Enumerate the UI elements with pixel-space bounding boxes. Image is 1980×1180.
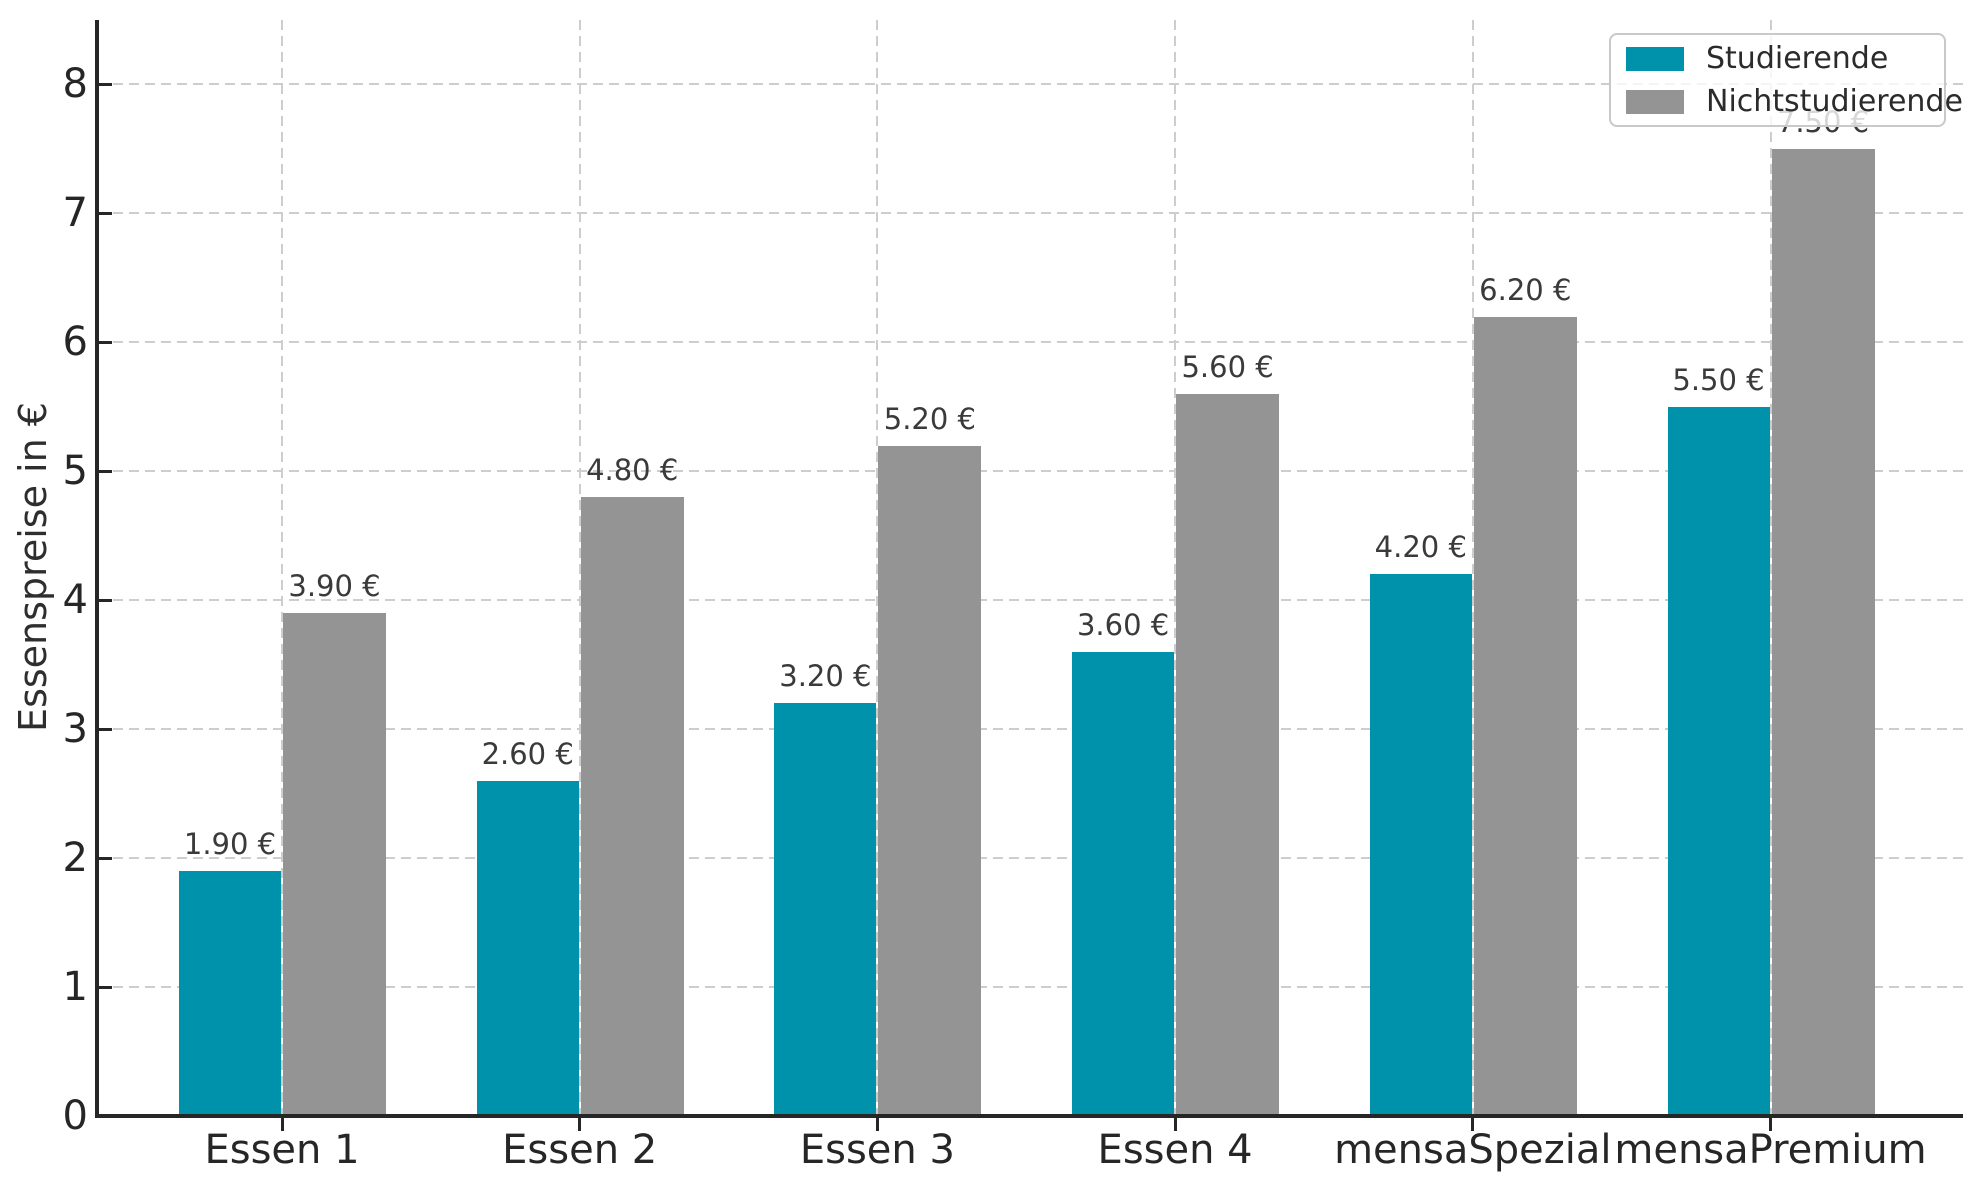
x-tick-essen-4 <box>1173 1118 1177 1131</box>
gridline-y-1 <box>97 986 1963 989</box>
x-tick-label-essen-1: Essen 1 <box>204 1127 360 1173</box>
y-tick-label-0: 0 <box>62 1093 88 1139</box>
bar-nichtstudierende-essen-2 <box>580 497 684 1116</box>
bar-studierende-essen-4 <box>1072 651 1175 1116</box>
y-tick-label-1: 1 <box>62 964 88 1011</box>
bar-nichtstudierende-mensaspezial <box>1473 316 1577 1116</box>
value-label-nichtstudierende-essen-2: 4.80 € <box>586 453 679 488</box>
legend: Studierende Nichtstudierende <box>1609 33 1963 127</box>
value-label-nichtstudierende-essen-1: 3.90 € <box>288 569 381 604</box>
x-tick-label-essen-4: Essen 4 <box>1097 1127 1253 1173</box>
y-tick-2 <box>95 856 112 860</box>
y-axis-spine <box>95 20 99 1118</box>
value-label-nichtstudierende-essen-3: 5.20 € <box>883 401 977 436</box>
y-tick-7 <box>95 211 112 215</box>
y-tick-8 <box>95 82 112 86</box>
x-tick-mensaspezial <box>1471 1118 1475 1131</box>
gridline-y-2 <box>97 857 1963 860</box>
gridline-x-essen-2 <box>578 20 581 1114</box>
gridline-x-essen-4 <box>1174 20 1177 1114</box>
y-tick-label-3: 3 <box>62 706 88 753</box>
x-tick-essen-1 <box>280 1118 284 1131</box>
bar-studierende-mensapremium <box>1667 406 1770 1116</box>
value-label-studierende-essen-2: 2.60 € <box>481 736 574 771</box>
x-tick-label-essen-3: Essen 3 <box>799 1127 955 1173</box>
gridline-x-mensaspezial <box>1471 20 1474 1114</box>
gridline-x-essen-1 <box>281 20 283 1114</box>
value-label-nichtstudierende-mensaspezial: 6.20 € <box>1479 272 1572 307</box>
bar-nichtstudierende-essen-4 <box>1176 393 1280 1116</box>
gridline-y-4 <box>97 599 1963 602</box>
y-tick-5 <box>95 469 112 473</box>
legend-swatch-studierende <box>1626 46 1684 71</box>
value-label-studierende-mensaspezial: 4.20 € <box>1374 530 1467 565</box>
gridline-y-6 <box>97 341 1963 344</box>
bar-nichtstudierende-mensapremium <box>1771 148 1875 1116</box>
gridline-y-3 <box>97 728 1963 731</box>
y-tick-3 <box>95 727 112 731</box>
gridline-y-7 <box>97 212 1963 215</box>
y-tick-label-4: 4 <box>62 577 88 624</box>
y-tick-label-2: 2 <box>62 835 88 882</box>
x-tick-mensapremium <box>1769 1118 1772 1131</box>
x-tick-essen-3 <box>875 1118 879 1131</box>
x-tick-label-essen-2: Essen 2 <box>502 1127 658 1173</box>
gridline-y-5 <box>97 470 1963 473</box>
legend-item-nichtstudierende: Nichtstudierende <box>1626 84 1963 119</box>
x-tick-label-mensapremium: mensaPremium <box>1614 1127 1927 1173</box>
legend-label-studierende: Studierende <box>1706 41 1889 76</box>
y-tick-4 <box>95 598 112 602</box>
bar-nichtstudierende-essen-1 <box>283 613 386 1116</box>
y-tick-label-7: 7 <box>62 190 88 237</box>
legend-swatch-nichtstudierende <box>1626 89 1684 114</box>
bar-studierende-mensaspezial <box>1369 574 1472 1116</box>
value-label-nichtstudierende-essen-4: 5.60 € <box>1181 349 1274 384</box>
gridline-y-8 <box>97 83 1963 86</box>
y-tick-label-8: 8 <box>62 61 88 108</box>
value-label-studierende-essen-4: 3.60 € <box>1076 607 1170 642</box>
legend-item-studierende: Studierende <box>1626 41 1944 76</box>
y-tick-label-5: 5 <box>62 448 88 495</box>
bar-nichtstudierende-essen-3 <box>878 445 982 1116</box>
value-label-studierende-essen-3: 3.20 € <box>779 659 872 694</box>
bar-studierende-essen-3 <box>774 703 877 1116</box>
x-tick-label-mensaspezial: mensaSpezial <box>1334 1127 1612 1173</box>
gridline-x-essen-3 <box>876 20 879 1114</box>
x-axis-spine <box>95 1114 1963 1118</box>
value-label-studierende-mensapremium: 5.50 € <box>1672 362 1765 397</box>
y-tick-6 <box>95 340 112 344</box>
gridline-x-mensapremium <box>1769 20 1772 1114</box>
x-tick-essen-2 <box>578 1118 582 1131</box>
bar-studierende-essen-1 <box>179 871 281 1116</box>
bar-studierende-essen-2 <box>476 780 579 1116</box>
y-tick-label-6: 6 <box>62 319 88 366</box>
legend-label-nichtstudierende: Nichtstudierende <box>1706 84 1963 119</box>
value-label-studierende-essen-1: 1.90 € <box>183 827 277 861</box>
y-tick-1 <box>95 985 112 989</box>
